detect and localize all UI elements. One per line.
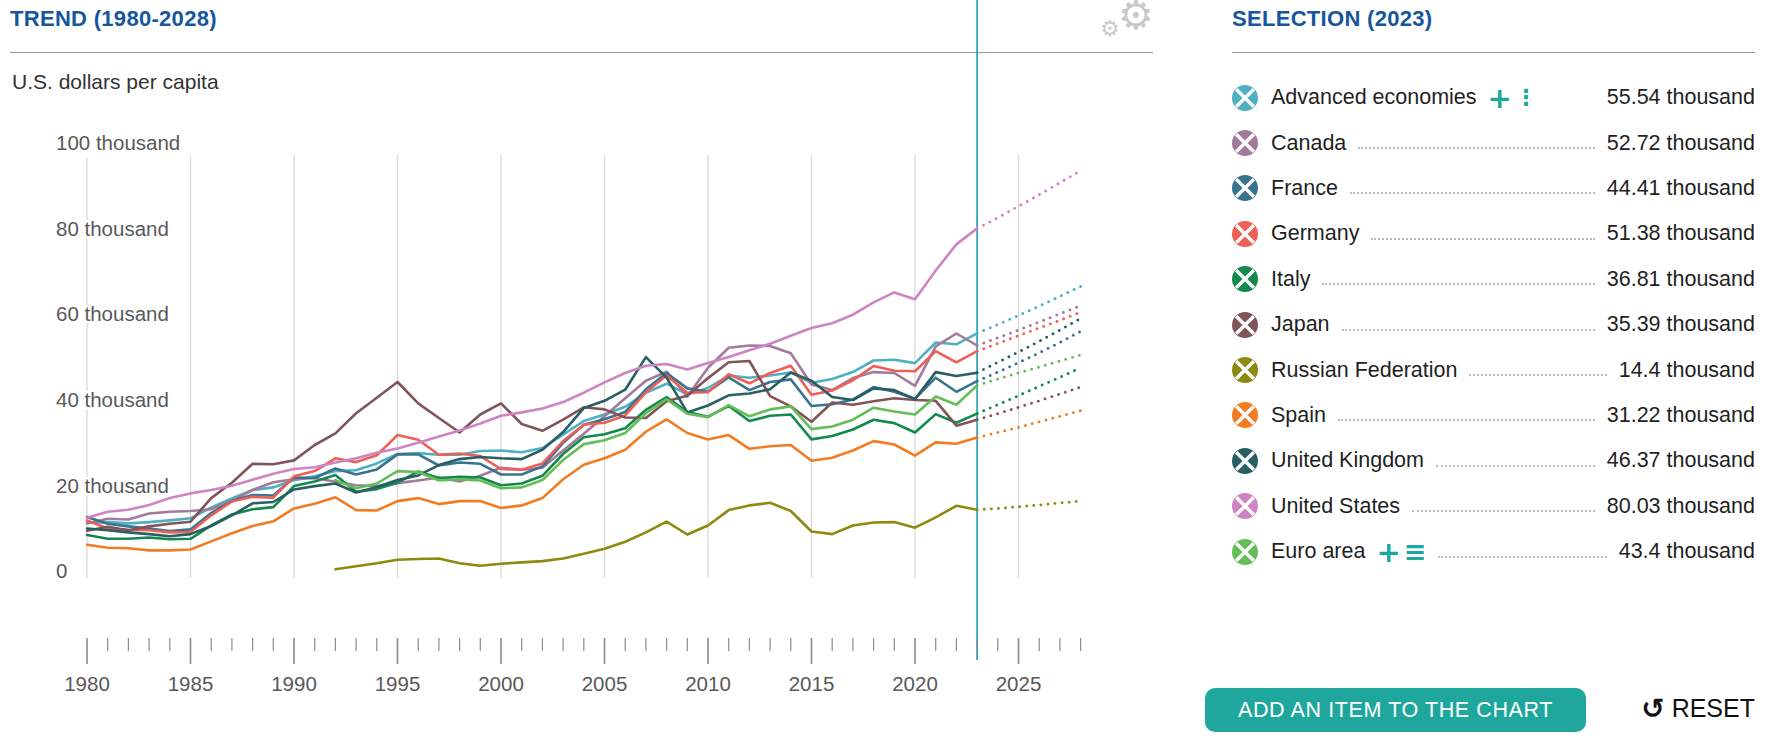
series-label: Canada xyxy=(1271,131,1346,156)
y-tick-label: 40 thousand xyxy=(56,388,169,411)
series-label: France xyxy=(1271,176,1338,201)
y-tick-label: 80 thousand xyxy=(56,217,169,240)
series-projection-italy xyxy=(977,368,1081,414)
series-marker-icon[interactable] xyxy=(1232,312,1258,338)
series-value: 36.81 thousand xyxy=(1607,267,1755,292)
series-line-united-states[interactable] xyxy=(87,228,977,517)
series-value: 80.03 thousand xyxy=(1607,494,1755,519)
leader-line xyxy=(1342,329,1595,331)
series-projection-spain xyxy=(977,411,1081,438)
series-marker-icon[interactable] xyxy=(1232,493,1258,519)
series-value: 31.22 thousand xyxy=(1607,403,1755,428)
series-projection-euro-area xyxy=(977,355,1081,385)
menu-list-icon[interactable]: ≡ xyxy=(1404,536,1427,567)
series-value: 43.4 thousand xyxy=(1619,539,1755,564)
selection-item-united-states[interactable]: United States 80.03 thousand xyxy=(1232,484,1755,529)
series-label: United Kingdom xyxy=(1271,448,1424,473)
series-projection-united-states xyxy=(977,171,1081,229)
selection-item-euro-area[interactable]: Euro area +≡ 43.4 thousand xyxy=(1232,529,1755,574)
x-tick-label: 1995 xyxy=(375,672,421,695)
series-value: 35.39 thousand xyxy=(1607,312,1755,337)
series-marker-icon[interactable] xyxy=(1232,130,1258,156)
series-value: 52.72 thousand xyxy=(1607,131,1755,156)
series-projection-russian-federation xyxy=(977,501,1081,510)
trend-chart: 1980 1985 1990 1995 2000 2005 2010 2015 2020 2025… xyxy=(0,0,1170,748)
selection-title: SELECTION (2023) xyxy=(1232,6,1432,32)
selection-item-united-kingdom[interactable]: United Kingdom 46.37 thousand xyxy=(1232,438,1755,483)
series-value: 46.37 thousand xyxy=(1607,448,1755,473)
leader-line xyxy=(1412,510,1595,512)
x-tick-label: 1990 xyxy=(271,672,317,695)
series-projection-united-kingdom xyxy=(977,319,1081,373)
selection-item-germany[interactable]: Germany 51.38 thousand xyxy=(1232,211,1755,256)
series-marker-icon[interactable] xyxy=(1232,448,1258,474)
series-marker-icon[interactable] xyxy=(1232,539,1258,565)
x-tick-label: 2000 xyxy=(478,672,524,695)
series-marker-icon[interactable] xyxy=(1232,266,1258,292)
leader-line xyxy=(1436,465,1595,467)
selection-item-russian-federation[interactable]: Russian Federation 14.4 thousand xyxy=(1232,347,1755,392)
selection-divider xyxy=(1232,52,1755,53)
x-tick-label: 2020 xyxy=(892,672,938,695)
x-tick-label: 2015 xyxy=(789,672,835,695)
selection-item-france[interactable]: France 44.41 thousand xyxy=(1232,166,1755,211)
leader-line xyxy=(1350,192,1595,194)
x-tick-label: 2025 xyxy=(996,672,1042,695)
leader-line xyxy=(1371,238,1594,240)
selection-item-italy[interactable]: Italy 36.81 thousand xyxy=(1232,257,1755,302)
series-line-russian-federation[interactable] xyxy=(335,503,977,570)
y-tick-label: 20 thousand xyxy=(56,474,169,497)
series-projection-germany xyxy=(977,312,1081,351)
series-label: United States xyxy=(1271,494,1400,519)
x-tick-label: 2005 xyxy=(582,672,628,695)
selection-item-japan[interactable]: Japan 35.39 thousand xyxy=(1232,302,1755,347)
y-tick-label: 100 thousand xyxy=(56,131,180,154)
selection-item-advanced-economies[interactable]: Advanced economies +⋮ 55.54 thousand xyxy=(1232,75,1755,120)
series-marker-icon[interactable] xyxy=(1232,221,1258,247)
y-tick-label: 60 thousand xyxy=(56,302,169,325)
leader-line xyxy=(1469,374,1606,376)
more-options-icon[interactable]: ⋮ xyxy=(1515,85,1537,110)
selection-item-spain[interactable]: Spain 31.22 thousand xyxy=(1232,393,1755,438)
series-marker-icon[interactable] xyxy=(1232,85,1258,111)
series-value: 14.4 thousand xyxy=(1619,358,1755,383)
series-value: 55.54 thousand xyxy=(1607,85,1755,110)
series-value: 44.41 thousand xyxy=(1607,176,1755,201)
series-label: Euro area xyxy=(1271,539,1365,564)
plus-icon[interactable]: + xyxy=(1376,542,1400,562)
series-value: 51.38 thousand xyxy=(1607,221,1755,246)
series-marker-icon[interactable] xyxy=(1232,402,1258,428)
series-line-france[interactable] xyxy=(87,373,977,531)
leader-line xyxy=(1322,283,1594,285)
series-marker-icon[interactable] xyxy=(1232,357,1258,383)
series-projection-france xyxy=(977,331,1081,381)
series-label: Italy xyxy=(1271,267,1310,292)
x-tick-label: 2010 xyxy=(685,672,731,695)
x-tick-label: 1980 xyxy=(64,672,110,695)
leader-line xyxy=(1438,556,1606,558)
selection-item-canada[interactable]: Canada 52.72 thousand xyxy=(1232,120,1755,165)
series-label: Advanced economies xyxy=(1271,85,1477,110)
series-marker-icon[interactable] xyxy=(1232,175,1258,201)
x-tick-label: 1985 xyxy=(168,672,214,695)
selection-list: Advanced economies+⋮55.54 thousandCanada… xyxy=(1232,75,1755,574)
series-label: Germany xyxy=(1271,221,1359,246)
y-tick-label: 0 xyxy=(56,559,67,582)
leader-line xyxy=(1358,147,1594,149)
reset-icon[interactable]: ↺ xyxy=(1641,695,1664,723)
series-label: Russian Federation xyxy=(1271,358,1457,383)
reset-button[interactable]: ↺ RESET xyxy=(1641,694,1755,723)
reset-label[interactable]: RESET xyxy=(1672,694,1755,723)
leader-line xyxy=(1338,419,1595,421)
plus-icon[interactable]: + xyxy=(1488,88,1512,108)
series-label: Japan xyxy=(1271,312,1330,337)
series-label: Spain xyxy=(1271,403,1326,428)
add-item-button[interactable]: ADD AN ITEM TO THE CHART xyxy=(1205,688,1586,732)
